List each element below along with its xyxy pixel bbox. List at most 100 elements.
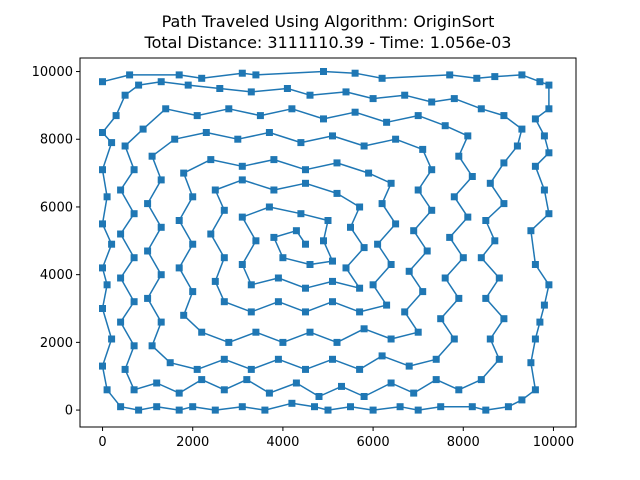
path-segment: [382, 74, 450, 80]
path-segment: [300, 135, 333, 144]
path-segment: [201, 331, 230, 344]
city-point: [238, 213, 246, 221]
city-point: [148, 152, 156, 160]
city-point: [184, 81, 192, 89]
city-point: [410, 389, 418, 397]
city-point: [189, 193, 197, 201]
city-point: [270, 233, 278, 241]
city-point: [500, 159, 508, 167]
city-point: [419, 145, 427, 153]
path-segment: [336, 328, 365, 344]
city-point: [162, 105, 170, 113]
city-point: [202, 129, 210, 136]
path-segment: [101, 338, 113, 367]
path-segment: [269, 131, 302, 144]
path-segment: [359, 304, 387, 313]
city-point: [324, 217, 332, 224]
city-point: [378, 74, 386, 82]
path-segment: [151, 138, 176, 157]
path-segment: [332, 358, 360, 371]
city-point: [144, 247, 152, 255]
city-point: [545, 81, 553, 89]
city-point: [225, 338, 233, 346]
city-point: [117, 274, 125, 282]
y-axis: 0 2000 4000 6000 8000 10000: [32, 65, 80, 419]
city-point: [279, 254, 287, 262]
city-point: [320, 237, 327, 245]
city-point: [401, 308, 409, 316]
y-tick-label: 6000: [40, 200, 73, 215]
path-segment: [269, 206, 302, 215]
path-segment: [151, 155, 162, 181]
city-point: [432, 376, 440, 384]
city-point: [387, 261, 395, 268]
city-point: [455, 152, 463, 160]
path-segment: [359, 355, 383, 371]
path-segment: [146, 179, 162, 204]
city-point: [302, 240, 309, 248]
path-segment: [170, 361, 198, 371]
path-segment: [124, 345, 135, 370]
city-point: [423, 247, 431, 255]
path-segment: [390, 382, 415, 394]
path-segment: [101, 308, 113, 340]
city-point: [387, 379, 395, 387]
city-point: [504, 403, 512, 411]
path-segment: [373, 94, 405, 100]
path-segment: [309, 91, 347, 96]
city-point: [130, 254, 138, 262]
x-tick-label: 0: [98, 435, 106, 450]
city-point: [274, 298, 282, 306]
city-point: [283, 85, 291, 92]
path-segment: [242, 158, 275, 168]
city-point: [175, 71, 183, 79]
city-point: [360, 325, 368, 333]
city-point: [243, 376, 251, 384]
city-point: [198, 328, 206, 336]
city-point: [302, 179, 309, 187]
city-point: [518, 71, 526, 79]
x-tick-label: 2000: [176, 435, 209, 450]
city-point: [356, 284, 364, 292]
path-segment: [133, 382, 157, 391]
city-point: [157, 318, 165, 326]
city-point: [486, 335, 494, 343]
path-segment: [241, 216, 257, 242]
path-segment: [323, 111, 356, 120]
y-tick-label: 8000: [40, 133, 73, 148]
path-segment: [481, 108, 505, 117]
city-point: [450, 95, 458, 103]
chart-subtitle: Total Distance: 3111110.39 - Time: 1.056…: [144, 33, 512, 52]
city-point: [157, 223, 165, 231]
city-point: [130, 166, 138, 174]
city-point: [135, 406, 143, 414]
path-segment: [156, 405, 180, 411]
city-point: [270, 156, 278, 164]
city-point: [265, 203, 273, 211]
city-point: [238, 403, 246, 411]
path-segment: [278, 277, 306, 289]
city-point: [108, 240, 116, 248]
city-point: [329, 257, 336, 265]
city-point: [157, 78, 165, 86]
path-segment: [146, 226, 162, 252]
path-segment: [273, 182, 306, 191]
path-segment: [178, 196, 194, 221]
path-segment: [305, 300, 333, 313]
city-point: [274, 274, 282, 282]
path-segment: [390, 331, 419, 340]
city-point: [486, 179, 494, 187]
city-point: [211, 186, 219, 194]
path-segment: [224, 358, 252, 371]
city-point: [302, 365, 309, 373]
city-point: [252, 328, 260, 336]
city-point: [99, 220, 106, 228]
city-point: [99, 166, 106, 174]
path-segment: [418, 405, 441, 411]
city-point: [545, 105, 553, 113]
path-segment: [124, 145, 135, 170]
path-segment: [241, 240, 257, 265]
city-point: [117, 186, 125, 194]
path-segment: [278, 358, 306, 371]
